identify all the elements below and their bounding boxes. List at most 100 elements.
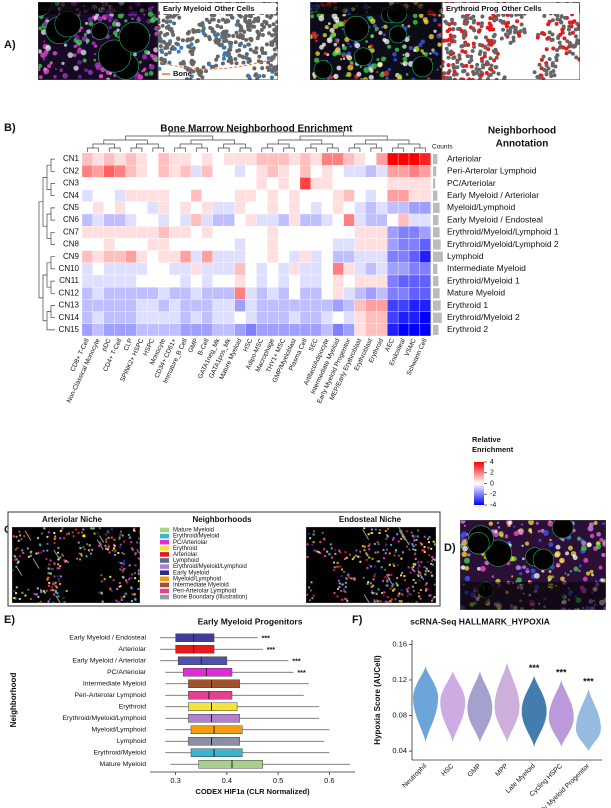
cell — [256, 17, 261, 22]
heat-cell — [343, 262, 355, 276]
cell — [59, 583, 62, 586]
cell — [114, 553, 117, 556]
heat-cell — [245, 287, 257, 300]
cell — [460, 520, 466, 524]
heat-cell — [332, 323, 344, 337]
count-bar — [433, 227, 440, 238]
cell — [141, 54, 148, 60]
cell — [46, 578, 49, 581]
heat-cell — [169, 250, 181, 263]
heat-cell — [310, 189, 322, 202]
cell — [323, 548, 326, 551]
cell — [432, 558, 435, 561]
cell — [341, 54, 345, 58]
heat-cell — [81, 189, 94, 202]
cell — [114, 550, 117, 553]
cell — [344, 585, 347, 588]
count-bar — [433, 263, 438, 274]
cell — [434, 558, 436, 561]
cell — [472, 18, 477, 23]
cell — [212, 32, 217, 37]
legend-swatch — [160, 558, 169, 563]
cell — [207, 20, 212, 25]
cell — [537, 75, 542, 80]
heat-cell — [256, 152, 268, 166]
cell — [247, 57, 252, 62]
heat-cell — [103, 238, 115, 251]
cell — [257, 74, 262, 79]
cell — [378, 531, 381, 534]
cell — [358, 556, 361, 559]
heat-cell — [81, 311, 94, 324]
cell — [221, 45, 226, 50]
cell — [189, 58, 194, 63]
cell — [58, 567, 61, 570]
cell — [570, 30, 575, 35]
cell — [401, 23, 404, 27]
heat-cell — [114, 238, 126, 251]
heat-cell — [136, 226, 148, 239]
cell — [432, 540, 435, 543]
cell — [33, 593, 36, 596]
cell — [113, 547, 116, 550]
cell — [336, 595, 339, 598]
cell — [159, 57, 164, 62]
bone-boundary — [15, 565, 23, 576]
heat-cell — [365, 299, 377, 312]
cell — [372, 592, 375, 595]
cell — [379, 72, 385, 78]
cell — [383, 591, 386, 594]
heat-cell — [114, 189, 126, 202]
label-bg — [160, 3, 276, 14]
cell — [112, 543, 115, 546]
heat-cell — [81, 226, 94, 239]
cell — [62, 73, 68, 79]
cell — [347, 64, 354, 71]
heat-cell — [267, 213, 279, 227]
heat-cell — [223, 299, 235, 312]
legend-label: PC/Arteriolar — [173, 540, 207, 546]
heat-cell — [190, 311, 203, 324]
heat-cell — [288, 238, 301, 251]
cell — [269, 40, 274, 45]
heat-cell — [158, 213, 170, 227]
cell — [158, 20, 161, 25]
cell — [105, 77, 111, 80]
count-bar — [433, 251, 443, 262]
cell — [405, 73, 409, 76]
cell — [312, 530, 315, 533]
cell — [318, 15, 325, 22]
count-bar — [433, 239, 441, 250]
cell — [494, 77, 499, 80]
cell — [107, 544, 110, 547]
cell — [416, 529, 419, 532]
cell — [18, 530, 21, 533]
fat-hole — [484, 539, 512, 567]
count-bar — [433, 324, 439, 335]
y-tick-label: Early Myeloid / Arteriolar — [72, 658, 146, 665]
heat-cell — [223, 201, 235, 215]
cell — [492, 18, 497, 23]
heat-cell — [278, 238, 290, 251]
cell — [174, 41, 179, 46]
cell — [231, 34, 236, 39]
cell — [330, 556, 333, 559]
cell — [60, 553, 63, 556]
heat-cell — [234, 262, 246, 276]
cell — [390, 574, 393, 577]
heat-cell — [81, 262, 94, 276]
heat-cell — [179, 213, 192, 227]
heat-cell — [256, 201, 268, 215]
cell — [340, 575, 343, 578]
cell — [377, 543, 380, 546]
cell — [80, 49, 87, 56]
heat-cell — [288, 262, 301, 276]
heat-cell — [332, 213, 344, 227]
bone-boundary — [398, 530, 406, 541]
cell — [317, 551, 320, 554]
cell — [63, 43, 68, 47]
box — [175, 645, 215, 654]
dendrogram — [354, 143, 377, 148]
cell — [511, 35, 516, 40]
cell — [434, 543, 436, 546]
